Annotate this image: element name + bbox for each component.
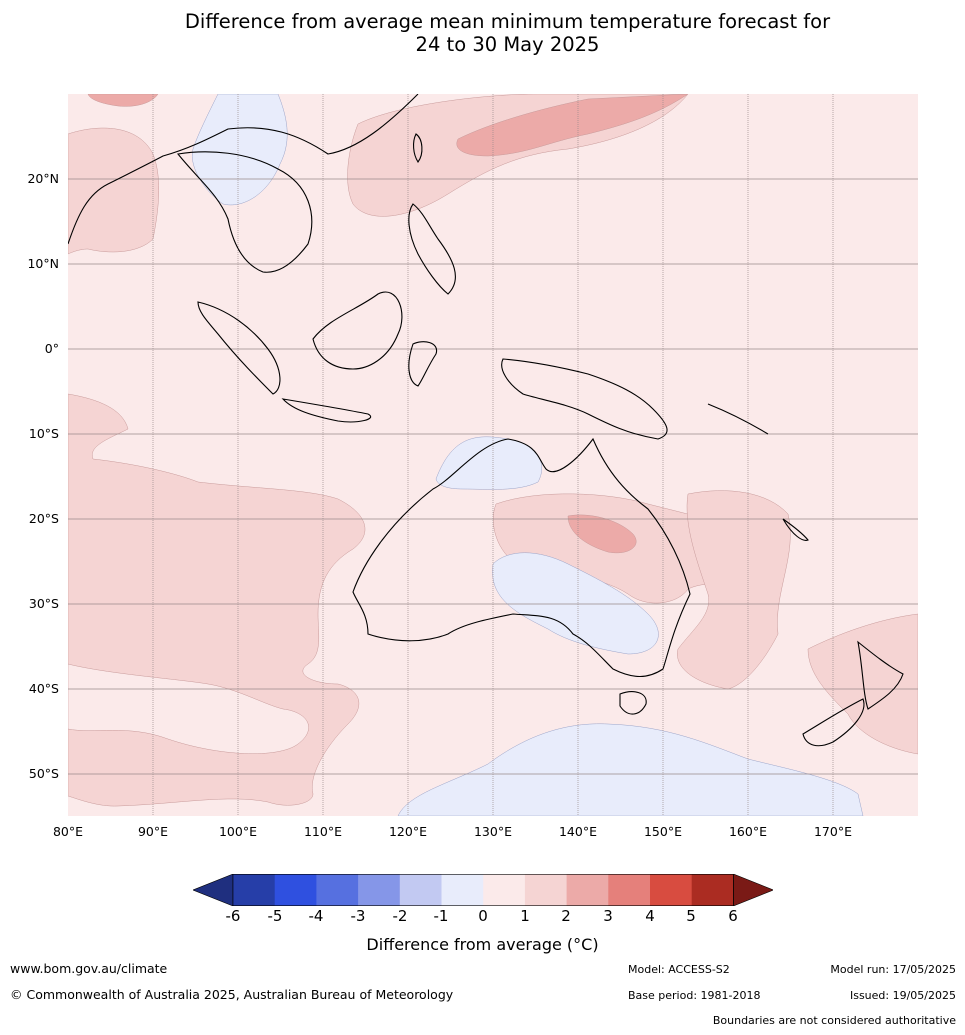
coastlines xyxy=(68,94,904,747)
lat-label-30s: 30°S xyxy=(28,596,59,611)
coast-taiwan xyxy=(413,133,423,163)
coast-sulawesi xyxy=(408,341,438,387)
colorbar-swatch xyxy=(233,874,276,906)
gridlines xyxy=(68,94,918,816)
anomaly-region-south-indian xyxy=(68,663,309,754)
colorbar xyxy=(193,874,773,906)
colorbar-extend-low xyxy=(193,874,234,906)
anomaly-region-australia-core xyxy=(567,514,637,554)
coast-philippines xyxy=(408,203,456,295)
colorbar-tick-neg3: -3 xyxy=(350,907,366,925)
lon-label-120e: 120°E xyxy=(388,824,427,839)
colorbar-tick-6: 6 xyxy=(728,907,738,925)
colorbar-tick-1: 1 xyxy=(520,907,530,925)
lon-label-170e: 170°E xyxy=(813,824,852,839)
forecast-map xyxy=(68,94,918,816)
lon-label-160e: 160°E xyxy=(728,824,767,839)
colorbar-tick-5: 5 xyxy=(686,907,696,925)
website-link[interactable]: www.bom.gov.au/climate xyxy=(10,961,168,976)
colorbar-tick-3: 3 xyxy=(603,907,613,925)
colorbar-tick-0: 0 xyxy=(478,907,488,925)
lon-label-110e: 110°E xyxy=(303,824,342,839)
anomaly-region-cool-north-australia xyxy=(435,436,542,490)
coast-solomon-islands xyxy=(707,403,769,435)
colorbar-extend-high xyxy=(733,874,773,906)
colorbar-tick-neg4: -4 xyxy=(308,907,324,925)
lat-label-0: 0° xyxy=(44,341,59,356)
title-line-2: 24 to 30 May 2025 xyxy=(415,33,600,56)
lat-label-10n: 10°N xyxy=(27,256,59,271)
lon-label-130e: 130°E xyxy=(473,824,512,839)
coast-australia xyxy=(352,437,691,678)
colorbar-tick-4: 4 xyxy=(645,907,655,925)
issued-date: Issued: 19/05/2025 xyxy=(849,989,956,1002)
colorbar-swatch xyxy=(358,874,401,906)
coast-borneo xyxy=(312,291,403,370)
anomaly-region-asia-top xyxy=(87,94,159,107)
lat-label-20n: 20°N xyxy=(27,171,59,186)
model-name: Model: ACCESS-S2 xyxy=(628,963,730,976)
disclaimer: Boundaries are not considered authoritat… xyxy=(712,1014,956,1027)
colorbar-tick-neg5: -5 xyxy=(267,907,283,925)
anomaly-region-cool-indochina xyxy=(191,94,288,206)
map-title: Difference from average mean minimum tem… xyxy=(0,10,965,56)
colorbar-tick-neg6: -6 xyxy=(225,907,241,925)
lon-label-150e: 150°E xyxy=(643,824,682,839)
anomaly-region-cool-southern xyxy=(397,723,864,816)
colorbar-swatch xyxy=(316,874,359,906)
colorbar-frame xyxy=(232,874,734,906)
lon-label-140e: 140°E xyxy=(558,824,597,839)
colorbar-tick-2: 2 xyxy=(561,907,571,925)
anomaly-region-tasman xyxy=(677,490,791,690)
coast-new-zealand-south xyxy=(802,698,865,747)
colorbar-tick-neg1: -1 xyxy=(433,907,449,925)
coast-tasmania xyxy=(619,691,647,715)
colorbar-swatch xyxy=(483,874,526,906)
map-canvas xyxy=(68,94,918,816)
title-line-1: Difference from average mean minimum tem… xyxy=(184,10,831,33)
colorbar-tick-neg2: -2 xyxy=(392,907,408,925)
lat-label-20s: 20°S xyxy=(28,511,59,526)
lon-label-90e: 90°E xyxy=(137,824,169,839)
lat-label-50s: 50°S xyxy=(28,766,59,781)
lon-label-80e: 80°E xyxy=(52,824,84,839)
coast-asia xyxy=(68,94,419,245)
coast-new-zealand-north xyxy=(857,640,904,710)
lat-label-40s: 40°S xyxy=(28,681,59,696)
colorbar-swatches xyxy=(193,874,773,906)
coast-sumatra xyxy=(197,301,281,395)
copyright-text: © Commonwealth of Australia 2025, Austra… xyxy=(10,987,454,1002)
colorbar-swatch xyxy=(274,874,317,906)
colorbar-swatch xyxy=(566,874,609,906)
coast-new-guinea xyxy=(501,358,668,440)
colorbar-label: Difference from average (°C) xyxy=(366,935,599,954)
colorbar-swatch xyxy=(691,874,734,906)
coast-new-caledonia xyxy=(782,518,809,541)
anomaly-region-sea-north-core xyxy=(456,94,689,157)
colorbar-swatch xyxy=(441,874,484,906)
colorbar-swatch xyxy=(650,874,693,906)
anomaly-region-west-land xyxy=(68,127,160,255)
anomaly-region-cool-australia xyxy=(492,552,659,655)
colorbar-swatch xyxy=(399,874,442,906)
coast-java xyxy=(281,398,371,423)
colorbar-swatch xyxy=(608,874,651,906)
model-run: Model run: 17/05/2025 xyxy=(830,963,956,976)
base-period: Base period: 1981-2018 xyxy=(628,989,761,1002)
lat-label-10s: 10°S xyxy=(28,426,59,441)
lon-label-100e: 100°E xyxy=(218,824,257,839)
coast-indochina xyxy=(176,151,313,273)
colorbar-swatch xyxy=(524,874,568,906)
